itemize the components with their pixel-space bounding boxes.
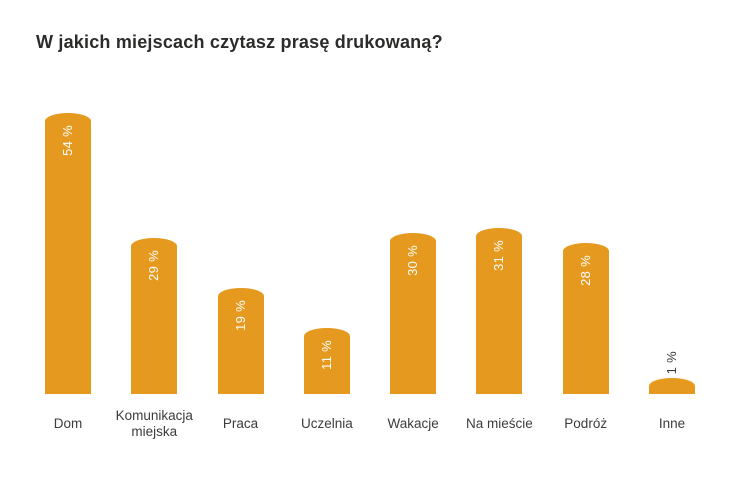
category-label: Komunikacja miejska [115, 408, 193, 439]
bar-value-label: 29 % [146, 250, 162, 281]
bar: 54 % [45, 113, 91, 394]
bar: 1 % [648, 351, 695, 394]
chart-title: W jakich miejscach czytasz prasę drukowa… [36, 32, 443, 52]
category-label: Podróż [564, 416, 608, 432]
bar-area: 19 % [217, 94, 264, 394]
bar-area: 28 % [562, 94, 609, 394]
bar-value-label: 11 % [318, 340, 334, 370]
bar-column: 1 % Inne [648, 94, 695, 446]
bar-area: 11 % [303, 94, 350, 394]
bar: 30 % [390, 233, 437, 394]
bar-value-label: 19 % [232, 300, 248, 331]
category-label: Uczelnia [300, 416, 353, 432]
bar: 19 % [217, 288, 264, 394]
category-label: Na mieście [466, 416, 533, 432]
bar-column: 11 % Uczelnia [301, 94, 353, 446]
bar-area: 1 % [648, 94, 695, 394]
bar-column: 19 % Praca [217, 94, 264, 446]
bar-area: 31 % [476, 94, 523, 394]
category-label: Dom [53, 416, 83, 432]
category-label: Inne [658, 416, 686, 432]
bar-value-label: 30 % [405, 245, 421, 276]
bar-chart: 54 % Dom 29 % Komunikacja miejska 19 % P… [0, 94, 730, 446]
bar-area: 30 % [390, 94, 437, 394]
category-label: Wakacje [387, 416, 439, 432]
bar-value-label: 31 % [491, 240, 507, 271]
bar: 31 % [476, 228, 523, 394]
bar-column: 29 % Komunikacja miejska [116, 94, 193, 446]
bar-column: 30 % Wakacje [387, 94, 439, 446]
bar-column: 54 % Dom [45, 94, 91, 446]
bar-value-label: 28 % [577, 255, 593, 286]
bar: 29 % [131, 238, 178, 394]
bar-column: 31 % Na mieście [466, 94, 533, 446]
category-label: Praca [222, 416, 259, 432]
bar-column: 28 % Podróż [562, 94, 609, 446]
bar: 28 % [562, 243, 609, 394]
bar: 11 % [303, 328, 350, 394]
bar-area: 54 % [45, 94, 91, 394]
bar-value-label: 54 % [60, 125, 75, 156]
bar-area: 29 % [131, 94, 178, 394]
bar-value-label: 1 % [663, 350, 679, 374]
